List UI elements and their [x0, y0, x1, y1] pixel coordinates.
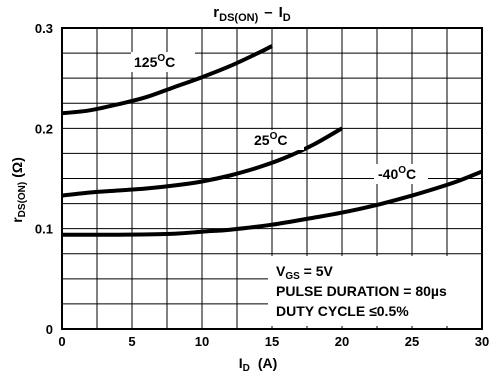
annotation-pulse-duration: PULSE DURATION = 80µs [276, 283, 447, 299]
x-tick-label: 10 [195, 334, 209, 349]
x-tick-label: 5 [128, 334, 135, 349]
y-tick-label: 0.3 [35, 21, 53, 36]
x-tick-label: 30 [475, 334, 489, 349]
series-label: 125OC [134, 53, 175, 70]
y-axis-label: rDS(ON)(Ω) [9, 157, 28, 223]
axis-ticks: 0 5 10 15 20 25 30 0 0.1 0.2 0.3 [35, 21, 489, 349]
series-label: -40OC [378, 165, 416, 182]
series-line [61, 44, 273, 116]
x-tick-label: 25 [405, 334, 419, 349]
x-axis-label: ID (A) [239, 355, 278, 374]
annotation-vgs: VGS = 5V [276, 263, 334, 282]
series-label-background [131, 52, 195, 72]
series-label-background [374, 164, 428, 184]
annotation-duty-cycle: DUTY CYCLE ≤0.5% [276, 303, 409, 319]
x-tick-label: 0 [58, 334, 65, 349]
chart-title: rDS(ON) – ID [213, 4, 290, 24]
x-tick-label: 15 [265, 334, 279, 349]
x-tick-label: 20 [335, 334, 349, 349]
plot-frame [61, 27, 483, 330]
series-label: 25OC [254, 131, 287, 148]
series-line [61, 126, 343, 198]
annotation-box [268, 256, 484, 326]
series-layer: 125OC 25OC -40OC [61, 44, 483, 237]
series-line [61, 169, 483, 237]
y-tick-label: 0.1 [35, 222, 53, 237]
y-tick-label: 0.2 [35, 121, 53, 136]
y-tick-label: 0 [46, 322, 53, 337]
series-label-background [250, 130, 304, 150]
